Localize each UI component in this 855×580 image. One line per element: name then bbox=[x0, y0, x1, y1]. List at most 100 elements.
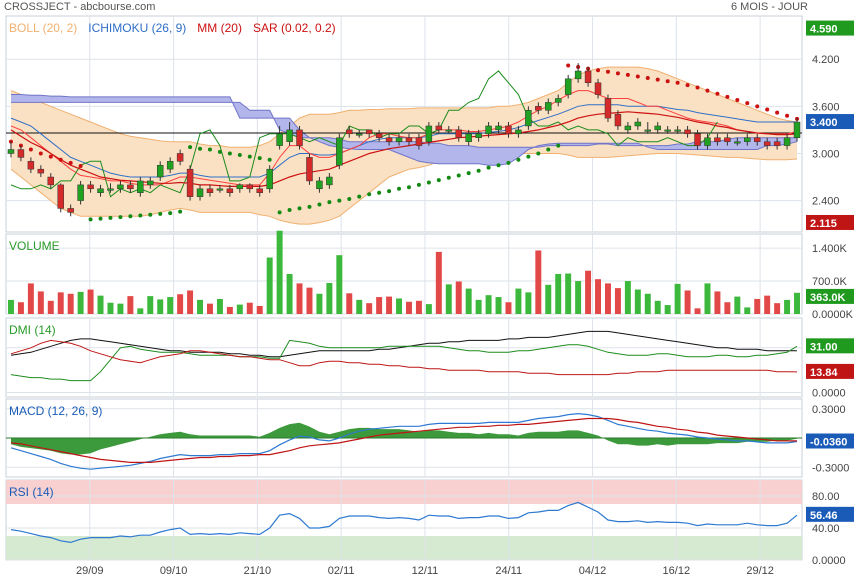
candle-body bbox=[465, 133, 472, 142]
volume-bar bbox=[435, 251, 442, 314]
volume-bar bbox=[187, 290, 194, 314]
sar-dot bbox=[158, 211, 163, 216]
sar-dot bbox=[188, 145, 193, 150]
legend-entry: MACD (12, 26, 9) bbox=[9, 404, 102, 418]
sar-dot bbox=[765, 107, 770, 112]
candle-body bbox=[664, 129, 671, 132]
volume-bar bbox=[286, 274, 293, 314]
sar-dot bbox=[695, 85, 700, 90]
y-tick-label: 700.0K bbox=[812, 276, 848, 288]
sar-dot bbox=[327, 200, 332, 205]
sar-dot bbox=[58, 157, 63, 162]
volume-bar bbox=[465, 288, 472, 314]
candle-body bbox=[117, 184, 124, 190]
legend-entry: SAR (0.02, 0.2) bbox=[253, 21, 336, 35]
chart-title: CROSSJECT - abcbourse.com bbox=[4, 1, 156, 13]
candle-body bbox=[783, 137, 791, 146]
volume-bar bbox=[346, 293, 353, 314]
candle-body bbox=[137, 180, 144, 193]
macd-histogram bbox=[11, 422, 797, 455]
candle-body bbox=[714, 137, 721, 142]
sar-dot bbox=[566, 63, 571, 68]
volume-bar bbox=[545, 284, 552, 314]
sar-dot bbox=[615, 71, 620, 76]
candle-body bbox=[57, 184, 64, 209]
sar-dot bbox=[416, 182, 421, 187]
candle-body bbox=[186, 168, 194, 197]
value-badge-label: 3.400 bbox=[810, 117, 838, 129]
volume-bar bbox=[27, 283, 34, 314]
volume-bar bbox=[565, 273, 572, 314]
volume-bar bbox=[67, 293, 74, 314]
candle-body bbox=[147, 180, 154, 186]
candle-body bbox=[226, 188, 234, 193]
sar-dot bbox=[526, 154, 531, 159]
ichimoku-span-a bbox=[11, 94, 798, 166]
candle-body bbox=[744, 137, 751, 142]
x-tick-label: 24/11 bbox=[495, 565, 522, 577]
volume-bar bbox=[216, 298, 223, 314]
y-tick-label: 0.0000 bbox=[812, 555, 846, 567]
candle-body bbox=[127, 184, 134, 190]
y-tick-label: -0.3000 bbox=[812, 462, 849, 474]
candle-body bbox=[395, 137, 403, 142]
volume-bar bbox=[37, 291, 44, 314]
sar-dot bbox=[506, 160, 511, 165]
volume-bar bbox=[167, 297, 174, 314]
sar-dot bbox=[556, 143, 561, 148]
x-tick-label: 29/09 bbox=[76, 565, 104, 577]
volume-bar bbox=[107, 302, 114, 314]
candle-body bbox=[316, 180, 323, 190]
sar-dot bbox=[98, 216, 103, 221]
y-tick-label: 40.00 bbox=[812, 523, 840, 535]
candle-body bbox=[286, 129, 293, 142]
candle-body bbox=[734, 141, 741, 144]
candle-body bbox=[336, 137, 343, 166]
volume-bar bbox=[17, 302, 24, 314]
volume-bar bbox=[276, 230, 283, 314]
value-badge-label: 363.0K bbox=[810, 292, 846, 304]
candle-body bbox=[375, 133, 383, 138]
ichimoku-span-b bbox=[11, 101, 797, 148]
value-badge bbox=[806, 363, 854, 379]
y-tick-label: 0.3000 bbox=[812, 404, 846, 416]
candle-body bbox=[17, 149, 25, 158]
sar-dot bbox=[785, 113, 790, 118]
macd-line bbox=[10, 412, 798, 470]
sar-dot bbox=[516, 157, 521, 162]
volume-bar bbox=[535, 250, 542, 314]
sar-dot bbox=[247, 154, 252, 159]
value-badge-label: 56.46 bbox=[810, 510, 838, 522]
volume-bar bbox=[57, 292, 64, 314]
ichimoku-kijun-line bbox=[10, 104, 797, 178]
sar-dot bbox=[178, 209, 183, 214]
candle-body bbox=[27, 161, 35, 170]
sar-dot bbox=[735, 98, 740, 103]
sar-dot bbox=[665, 79, 670, 84]
candle-body bbox=[763, 141, 771, 146]
candle-body bbox=[415, 137, 423, 146]
candle-body bbox=[365, 129, 373, 135]
sar-dot bbox=[347, 197, 352, 202]
volume-bar bbox=[7, 299, 14, 314]
volume-bar bbox=[654, 300, 661, 314]
candle-body bbox=[107, 188, 114, 191]
candle-body bbox=[97, 188, 104, 193]
candle-body bbox=[535, 106, 542, 111]
candle-body bbox=[694, 133, 701, 146]
volume-bar bbox=[366, 303, 373, 314]
candle-body bbox=[654, 125, 661, 131]
sar-dot bbox=[227, 151, 232, 156]
sar-dot bbox=[68, 160, 73, 165]
volume-bar bbox=[256, 306, 263, 314]
volume-bar bbox=[77, 291, 84, 314]
volume-bar bbox=[684, 290, 691, 314]
volume-bar bbox=[734, 296, 741, 314]
y-tick-label: 4.200 bbox=[812, 54, 840, 66]
y-tick-label: 0.0000K bbox=[812, 309, 854, 321]
volume-bar bbox=[714, 291, 721, 314]
volume-bar bbox=[316, 293, 323, 314]
volume-bar bbox=[614, 288, 621, 314]
candle-body bbox=[564, 78, 572, 95]
volume-bar bbox=[246, 302, 253, 314]
